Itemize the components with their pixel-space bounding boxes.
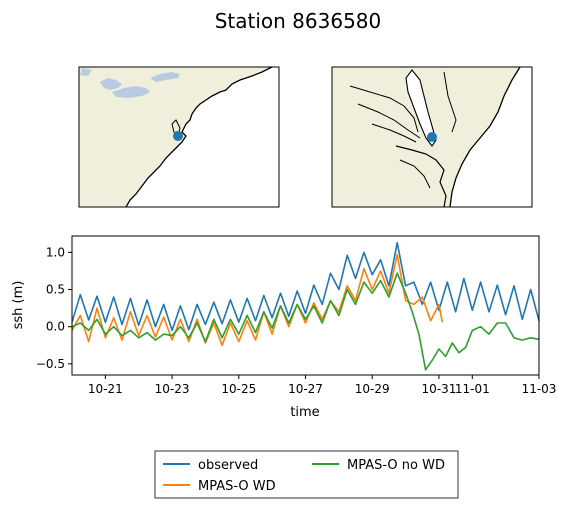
- x-tick-label: 10-23: [155, 382, 190, 396]
- y-tick-label: 0.0: [46, 320, 65, 334]
- station-marker-icon: [173, 131, 183, 141]
- map-east-coast: [78, 66, 280, 208]
- legend-label-nowd: MPAS-O no WD: [347, 458, 445, 473]
- y-axis: −0.5 0.0 0.5 1.0: [36, 245, 72, 371]
- y-axis-label: ssh (m): [11, 281, 26, 330]
- series-line-0: [71, 241, 540, 332]
- legend-label-wd: MPAS-O WD: [198, 479, 276, 494]
- series-line-2: [71, 272, 540, 371]
- series-layer: [71, 241, 540, 371]
- map-chesapeake-bay: [331, 66, 533, 208]
- figure-title: Station 8636580: [215, 9, 382, 33]
- legend-box: [154, 450, 459, 499]
- y-tick-label: 0.5: [46, 283, 65, 297]
- x-tick-label: 10-29: [355, 382, 390, 396]
- plot-frame: [72, 236, 539, 375]
- station-marker-icon: [427, 132, 437, 142]
- x-tick-label: 10-31: [421, 382, 456, 396]
- y-tick-label: −0.5: [36, 357, 65, 371]
- x-tick-label: 11-01: [455, 382, 490, 396]
- x-tick-label: 11-03: [522, 382, 557, 396]
- x-axis-label: time: [290, 405, 319, 420]
- series-line-1: [71, 253, 444, 347]
- x-tick-label: 10-27: [288, 382, 323, 396]
- y-tick-label: 1.0: [46, 245, 65, 259]
- legend-label-observed: observed: [198, 458, 258, 473]
- x-tick-label: 10-25: [221, 382, 256, 396]
- legend: observed MPAS-O WD MPAS-O no WD: [154, 450, 459, 499]
- x-tick-label: 10-21: [88, 382, 123, 396]
